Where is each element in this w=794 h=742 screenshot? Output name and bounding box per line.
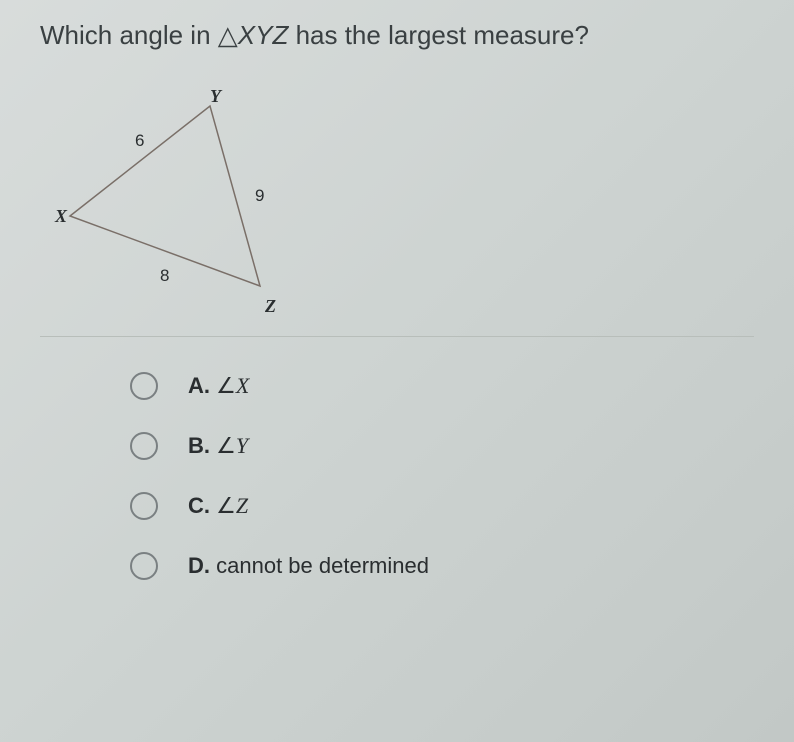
option-a[interactable]: A. ∠X bbox=[130, 372, 754, 400]
triangle-svg bbox=[40, 71, 340, 321]
divider bbox=[40, 336, 754, 337]
question-prefix: Which angle in bbox=[40, 20, 218, 50]
option-a-label: A. ∠X bbox=[188, 373, 249, 399]
option-c[interactable]: C. ∠Z bbox=[130, 492, 754, 520]
radio-d[interactable] bbox=[130, 552, 158, 580]
option-d-label: D. cannot be determined bbox=[188, 553, 429, 579]
angle-symbol-c: ∠ bbox=[216, 493, 236, 518]
option-b-value: Y bbox=[236, 433, 248, 458]
option-a-letter: A. bbox=[188, 373, 210, 398]
radio-b[interactable] bbox=[130, 432, 158, 460]
triangle-symbol: △ bbox=[218, 21, 238, 50]
option-a-value: X bbox=[236, 373, 249, 398]
option-d-letter: D. bbox=[188, 553, 210, 578]
option-b-label: B. ∠Y bbox=[188, 433, 248, 459]
side-yz: 9 bbox=[255, 186, 264, 206]
option-d-text: cannot be determined bbox=[216, 553, 429, 578]
triangle-name: XYZ bbox=[238, 20, 289, 50]
question-text: Which angle in △XYZ has the largest meas… bbox=[40, 20, 754, 51]
option-b-letter: B. bbox=[188, 433, 210, 458]
option-c-letter: C. bbox=[188, 493, 210, 518]
triangle-diagram: X Y Z 6 9 8 bbox=[40, 71, 340, 321]
vertex-z: Z bbox=[265, 296, 276, 317]
option-c-value: Z bbox=[236, 493, 248, 518]
vertex-x: X bbox=[55, 206, 67, 227]
side-xy: 6 bbox=[135, 131, 144, 151]
side-xz: 8 bbox=[160, 266, 169, 286]
option-c-label: C. ∠Z bbox=[188, 493, 248, 519]
option-d[interactable]: D. cannot be determined bbox=[130, 552, 754, 580]
vertex-y: Y bbox=[210, 86, 221, 107]
triangle-shape bbox=[70, 106, 260, 286]
question-suffix: has the largest measure? bbox=[288, 20, 589, 50]
radio-a[interactable] bbox=[130, 372, 158, 400]
angle-symbol-a: ∠ bbox=[216, 373, 236, 398]
options-list: A. ∠X B. ∠Y C. ∠Z D. cannot be determine… bbox=[130, 372, 754, 580]
option-b[interactable]: B. ∠Y bbox=[130, 432, 754, 460]
angle-symbol-b: ∠ bbox=[216, 433, 236, 458]
radio-c[interactable] bbox=[130, 492, 158, 520]
